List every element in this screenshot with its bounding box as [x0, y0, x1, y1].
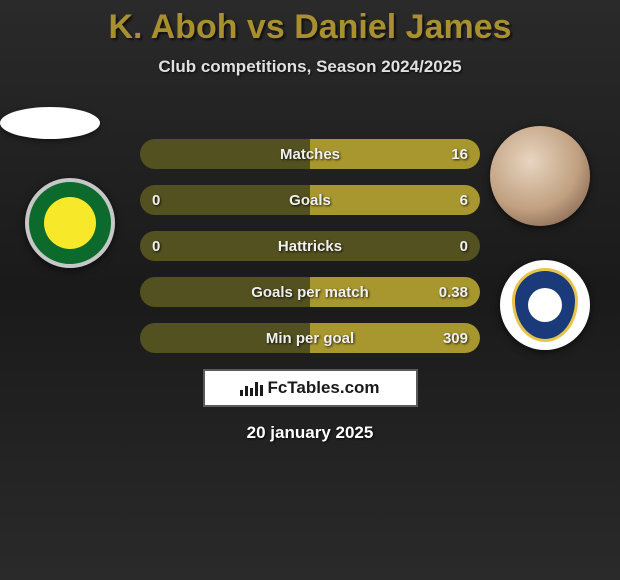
stat-label: Goals [289, 192, 331, 209]
stat-value-right: 6 [460, 192, 468, 209]
club-badge-left-inner [44, 197, 96, 249]
club-badge-right [500, 260, 590, 350]
stat-row: 16 Matches [140, 139, 480, 169]
stat-label: Min per goal [266, 330, 354, 347]
stat-row: 0 6 Goals [140, 185, 480, 215]
stat-label: Hattricks [278, 238, 342, 255]
stat-label: Matches [280, 146, 340, 163]
stat-value-left: 0 [152, 192, 160, 209]
logo-text: FcTables.com [267, 378, 379, 398]
page-title: K. Aboh vs Daniel James [0, 8, 620, 47]
club-badge-left [25, 178, 115, 268]
stat-row: 0 0 Hattricks [140, 231, 480, 261]
club-badge-right-shield [512, 268, 578, 342]
fctables-logo[interactable]: FcTables.com [203, 369, 418, 407]
stat-fill-right [310, 185, 480, 215]
stat-label: Goals per match [251, 284, 369, 301]
stat-row: 309 Min per goal [140, 323, 480, 353]
player-avatar-right [490, 126, 590, 226]
stat-row: 0.38 Goals per match [140, 277, 480, 307]
comparison-card: K. Aboh vs Daniel James Club competition… [0, 0, 620, 580]
logo-bars-icon [240, 380, 263, 396]
date-line: 20 january 2025 [0, 423, 620, 443]
stat-value-right: 309 [443, 330, 468, 347]
stat-value-right: 0.38 [439, 284, 468, 301]
stat-value-right: 0 [460, 238, 468, 255]
subtitle: Club competitions, Season 2024/2025 [0, 57, 620, 77]
stat-value-right: 16 [451, 146, 468, 163]
stat-value-left: 0 [152, 238, 160, 255]
player-avatar-left [0, 107, 100, 139]
